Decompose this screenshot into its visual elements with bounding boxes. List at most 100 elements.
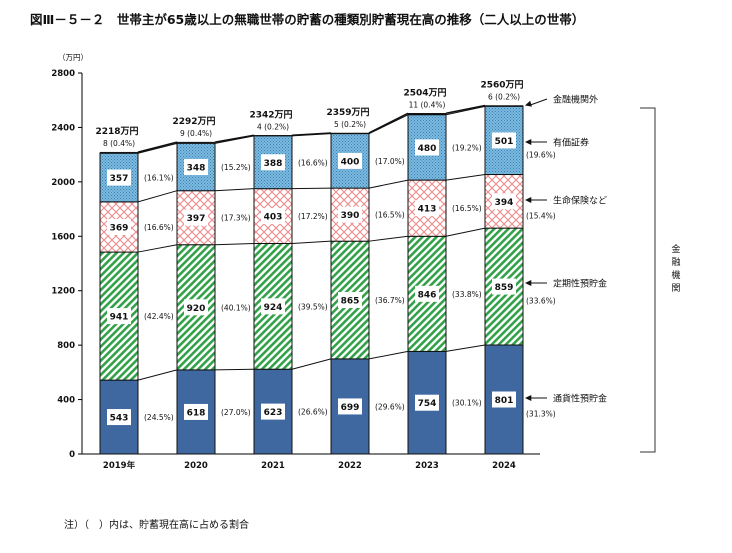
connector-line <box>445 344 486 352</box>
y-tick-label: 2800 <box>51 69 75 79</box>
percent-label: (36.7%) <box>375 296 405 305</box>
value-label: 846 <box>418 290 437 300</box>
percent-label: (33.8%) <box>452 290 482 299</box>
legend-label-insurance: 生命保険など <box>553 195 607 207</box>
value-label-box <box>261 403 285 420</box>
bar-group-2019年: 543 (24.5%) 941 (42.4%) 369 (16.6%) 357 (16.1%)… <box>95 126 173 471</box>
x-tick-label: 2019年 <box>103 460 136 471</box>
connector-line <box>137 190 178 203</box>
value-label-box <box>338 152 362 169</box>
arrow-head-icon <box>525 394 532 402</box>
chart-title: 図Ⅲ－５－２ 世帯主が65歳以上の無職世帯の貯蓄の種類別貯蓄現在高の推移（二人以… <box>30 12 584 27</box>
connector-line <box>291 187 332 190</box>
legend-label-time: 定期性預貯金 <box>553 278 607 290</box>
axes: 0 400 800 1200 1600 2000 2400 2800 <box>51 69 540 460</box>
financial-institution-bracket: 金融機関 <box>640 107 681 453</box>
value-label-box <box>107 308 131 325</box>
percent-label: (26.6%) <box>298 408 328 417</box>
bracket-label: 金融機関 <box>671 243 680 294</box>
legend-label-cash: 通貨性預貯金 <box>553 393 607 405</box>
bars: 543 (24.5%) 941 (42.4%) 369 (16.6%) 357 (16.1%)… <box>95 80 555 471</box>
outside-value-label: 11 (0.4%) <box>409 100 446 109</box>
outside-value-label: 4 (0.2%) <box>257 122 289 131</box>
value-label-box <box>492 132 516 149</box>
y-tick-label: 1600 <box>51 232 75 242</box>
x-tick-label: 2023 <box>415 461 439 471</box>
value-label-box <box>184 403 208 420</box>
value-label: 369 <box>110 223 129 233</box>
footnote: 注）（ ）内は、貯蓄現在高に占める割合 <box>64 518 249 531</box>
value-label: 865 <box>341 297 360 307</box>
value-label: 400 <box>341 157 360 167</box>
percent-label: (33.6%) <box>526 297 556 306</box>
y-tick-label: 2400 <box>51 123 75 133</box>
arrow-head-icon <box>525 100 532 107</box>
total-label: 2292万円 <box>172 116 215 127</box>
value-label: 480 <box>418 144 437 154</box>
connector-line <box>291 358 332 370</box>
percent-label: (30.1%) <box>452 399 482 408</box>
total-label: 2218万円 <box>95 126 138 137</box>
value-label: 754 <box>418 399 437 409</box>
bar-group-2020: 618 (27.0%) 920 (40.1%) 397 (17.3%) 348 (15.2%)… <box>172 116 250 471</box>
percent-label: (16.5%) <box>375 211 405 220</box>
percent-label: (19.2%) <box>452 143 482 152</box>
bracket-label-char: 機 <box>671 269 680 281</box>
value-label: 357 <box>110 174 129 184</box>
value-label: 924 <box>264 303 283 313</box>
total-label: 2560万円 <box>480 80 523 91</box>
connector-line <box>291 132 332 137</box>
connector-line <box>445 227 486 237</box>
y-axis-unit: （万円） <box>58 53 88 62</box>
value-label: 941 <box>110 313 129 323</box>
value-label-box <box>415 394 439 411</box>
connector-line <box>291 240 332 244</box>
value-label-box <box>184 209 208 226</box>
percent-label: (39.5%) <box>298 302 328 311</box>
bar-segment-outside <box>484 105 524 107</box>
bar-segment-outside <box>99 151 139 154</box>
value-label: 920 <box>187 304 206 314</box>
legend-arrow-line <box>528 98 548 106</box>
value-label-box <box>107 409 131 426</box>
value-label-box <box>415 285 439 302</box>
connector-line <box>137 141 178 153</box>
value-label-box <box>415 139 439 156</box>
connector-line <box>214 242 255 246</box>
connector-line <box>368 179 409 189</box>
connector-line <box>445 104 486 115</box>
bar-group-2024: 801 (31.3%) 859 (33.6%) 394 (15.4%) 501 (19.6%)… <box>480 80 555 471</box>
outside-value-label: 8 (0.4%) <box>103 139 135 148</box>
y-tick-label: 400 <box>57 396 75 406</box>
value-label-box <box>261 298 285 315</box>
percent-label: (15.2%) <box>221 163 251 172</box>
bar-group-2023: 754 (30.1%) 846 (33.8%) 413 (16.5%) 480 (19.2%)… <box>403 87 481 471</box>
connector-line <box>137 142 178 154</box>
value-label-box <box>107 218 131 235</box>
connector-line <box>368 235 409 242</box>
value-label-box <box>415 200 439 217</box>
connector-line <box>445 105 486 116</box>
value-label: 388 <box>264 159 283 169</box>
bar-segment-outside <box>407 113 447 116</box>
bracket-label-char: 融 <box>671 257 680 268</box>
percent-label: (16.5%) <box>452 204 482 213</box>
percent-label: (27.0%) <box>221 408 251 417</box>
percent-label: (17.0%) <box>375 157 405 166</box>
connector-line <box>445 174 486 181</box>
percent-label: (40.1%) <box>221 303 251 312</box>
connector-line <box>137 369 178 381</box>
connector-line <box>214 188 255 192</box>
connector-line <box>137 244 178 253</box>
value-label: 348 <box>187 164 206 174</box>
percent-label: (16.1%) <box>144 174 174 183</box>
value-label-box <box>492 193 516 210</box>
connector-line <box>214 134 255 143</box>
connector-line <box>368 112 409 134</box>
bar-segment-cash <box>407 350 447 455</box>
percent-label: (29.6%) <box>375 402 405 411</box>
x-tick-label: 2020 <box>184 461 208 471</box>
value-label-box <box>338 398 362 415</box>
value-label: 699 <box>341 403 360 413</box>
